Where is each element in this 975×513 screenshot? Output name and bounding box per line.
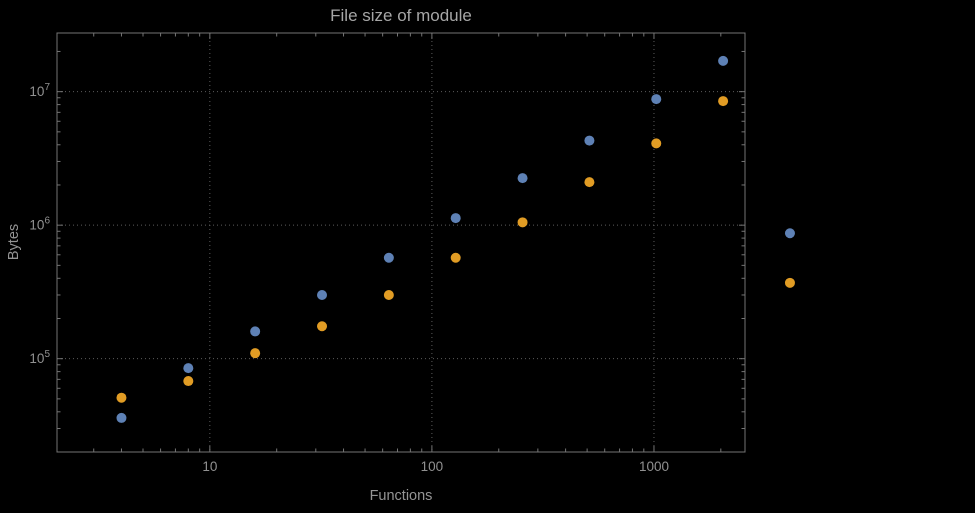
data-point-blue — [651, 94, 662, 105]
data-point-blue — [383, 252, 394, 263]
data-point-orange — [718, 96, 729, 107]
x-axis-label: Functions — [369, 488, 433, 504]
y-tick-label: 106 — [29, 216, 50, 233]
data-point-orange — [183, 376, 194, 387]
y-tick-label: 107 — [29, 82, 50, 99]
data-point-orange — [651, 138, 662, 149]
data-point-orange — [383, 289, 394, 300]
data-point-blue — [183, 363, 194, 374]
data-point-blue — [450, 213, 461, 224]
data-point-blue — [317, 289, 328, 300]
data-point-blue — [116, 412, 127, 423]
data-point-orange — [250, 348, 261, 359]
chart-title: File size of module — [330, 6, 472, 25]
x-tick-label: 100 — [421, 459, 444, 474]
data-point-blue — [250, 326, 261, 337]
plot-frame — [56, 32, 746, 453]
data-point-orange — [584, 177, 595, 188]
data-point-blue — [517, 173, 528, 184]
data-point-orange — [317, 321, 328, 332]
y-axis-label: Bytes — [6, 223, 22, 261]
data-point-orange — [450, 252, 461, 263]
data-point-blue — [718, 55, 729, 66]
data-point-blue — [584, 135, 595, 146]
y-tick-label: 105 — [29, 349, 50, 366]
data-point-orange — [116, 392, 127, 403]
data-point-orange — [517, 217, 528, 228]
data-point-blue — [784, 228, 795, 239]
data-point-orange — [784, 277, 795, 288]
x-tick-label: 10 — [202, 459, 217, 474]
x-tick-label: 1000 — [639, 459, 669, 474]
